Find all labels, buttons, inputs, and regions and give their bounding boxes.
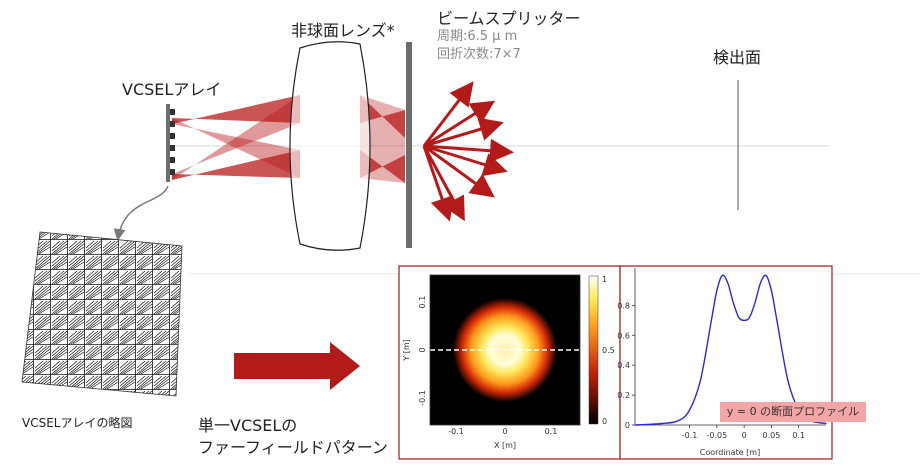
profile-data-point — [678, 419, 680, 422]
light-beams — [172, 95, 405, 183]
sketch-pointer-arrow — [113, 185, 169, 241]
heatmap-xtick: -0.1 — [448, 427, 464, 436]
profile-data-point — [825, 422, 827, 425]
profile-data-point — [634, 424, 636, 426]
vcsel-array-sketch — [21, 231, 183, 397]
profile-data-point — [759, 282, 762, 284]
heatmap-ytick: 0 — [418, 347, 427, 352]
profile-data-point — [710, 319, 713, 321]
profile-xtick-label: 0.1 — [792, 431, 805, 440]
vcsel-array-label: VCSELアレイ — [122, 80, 222, 99]
profile-data-point — [749, 316, 751, 318]
profile-xtick-label: 0.05 — [763, 431, 781, 440]
profile-xlabel: Coordinate [m] — [700, 448, 760, 457]
colorbar-tick: 0 — [602, 417, 607, 426]
beam-splitter-plate — [406, 42, 412, 248]
beam-splitter-label: ビームスプリッター — [437, 9, 581, 28]
far-field-caption-line2: ファーフィールドパターン — [198, 438, 388, 457]
profile-xtick-label: -0.05 — [707, 431, 728, 440]
profile-data-point — [661, 422, 663, 425]
diffraction-orders-label: 回折次数:7×7 — [437, 47, 521, 62]
profile-data-point — [721, 274, 723, 277]
profile-data-point — [699, 379, 702, 381]
profile-data-point — [688, 409, 691, 411]
profile-data-point — [765, 274, 767, 277]
heatmap-ylabel: Y [m] — [402, 339, 411, 361]
heatmap-xlabel: X [m] — [494, 441, 516, 450]
profile-xtick-label: 0 — [742, 431, 747, 440]
profile-data-point — [776, 319, 778, 321]
profile-data-point — [732, 301, 734, 303]
heatmap-ytick: 0.1 — [418, 296, 427, 309]
profile-xtick-label: -0.1 — [682, 431, 698, 440]
profile-ytick-label: 0.2 — [617, 391, 630, 400]
profile-data-point — [770, 289, 773, 292]
diffraction-arrows — [422, 81, 514, 222]
large-red-arrow — [234, 342, 360, 390]
profile-series-line — [634, 274, 827, 426]
vcsel-array — [166, 104, 175, 182]
profile-ytick-label: 0.6 — [617, 331, 630, 340]
heatmap-xtick: 0 — [502, 427, 507, 436]
profile-data-point — [754, 301, 756, 303]
profile-ytick-label: 0 — [625, 421, 630, 430]
colorbar-tick: 0.5 — [602, 346, 615, 355]
period-label: 周期:6.5 μ m — [437, 29, 518, 44]
heatmap-ytick: -0.1 — [418, 390, 427, 406]
profile-tag: y = 0 の断面プロファイル — [720, 402, 866, 422]
profile-ytick-label: 0.8 — [617, 301, 630, 310]
profile-data-point — [716, 289, 718, 292]
profile-data-point — [727, 282, 729, 284]
array-sketch-label: VCSELアレイの略図 — [22, 416, 133, 430]
profile-data-point — [787, 379, 789, 381]
lens-label: 非球面レンズ* — [291, 21, 395, 40]
profile-ytick-label: 0.4 — [617, 361, 630, 370]
profile-data-point — [743, 319, 745, 321]
profile-panel: -0.1 -0.05 0 0.05 0.1 0 0.2 0.4 0.6 0.8 Coordina… — [617, 265, 833, 460]
colorbar — [588, 275, 599, 425]
heatmap-xtick: 0.1 — [545, 427, 558, 436]
colorbar-tick: 1 — [602, 275, 607, 284]
detector-plane-label: 検出面 — [713, 48, 762, 67]
heatmap-panel: -0.1 0 0.1 X [m] 0.1 0 -0.1 Y [m] 1 0.5 … — [398, 265, 621, 460]
profile-data-point — [738, 316, 740, 318]
aspheric-lens — [289, 41, 371, 251]
far-field-caption-line1: 単一VCSELの — [198, 416, 298, 435]
